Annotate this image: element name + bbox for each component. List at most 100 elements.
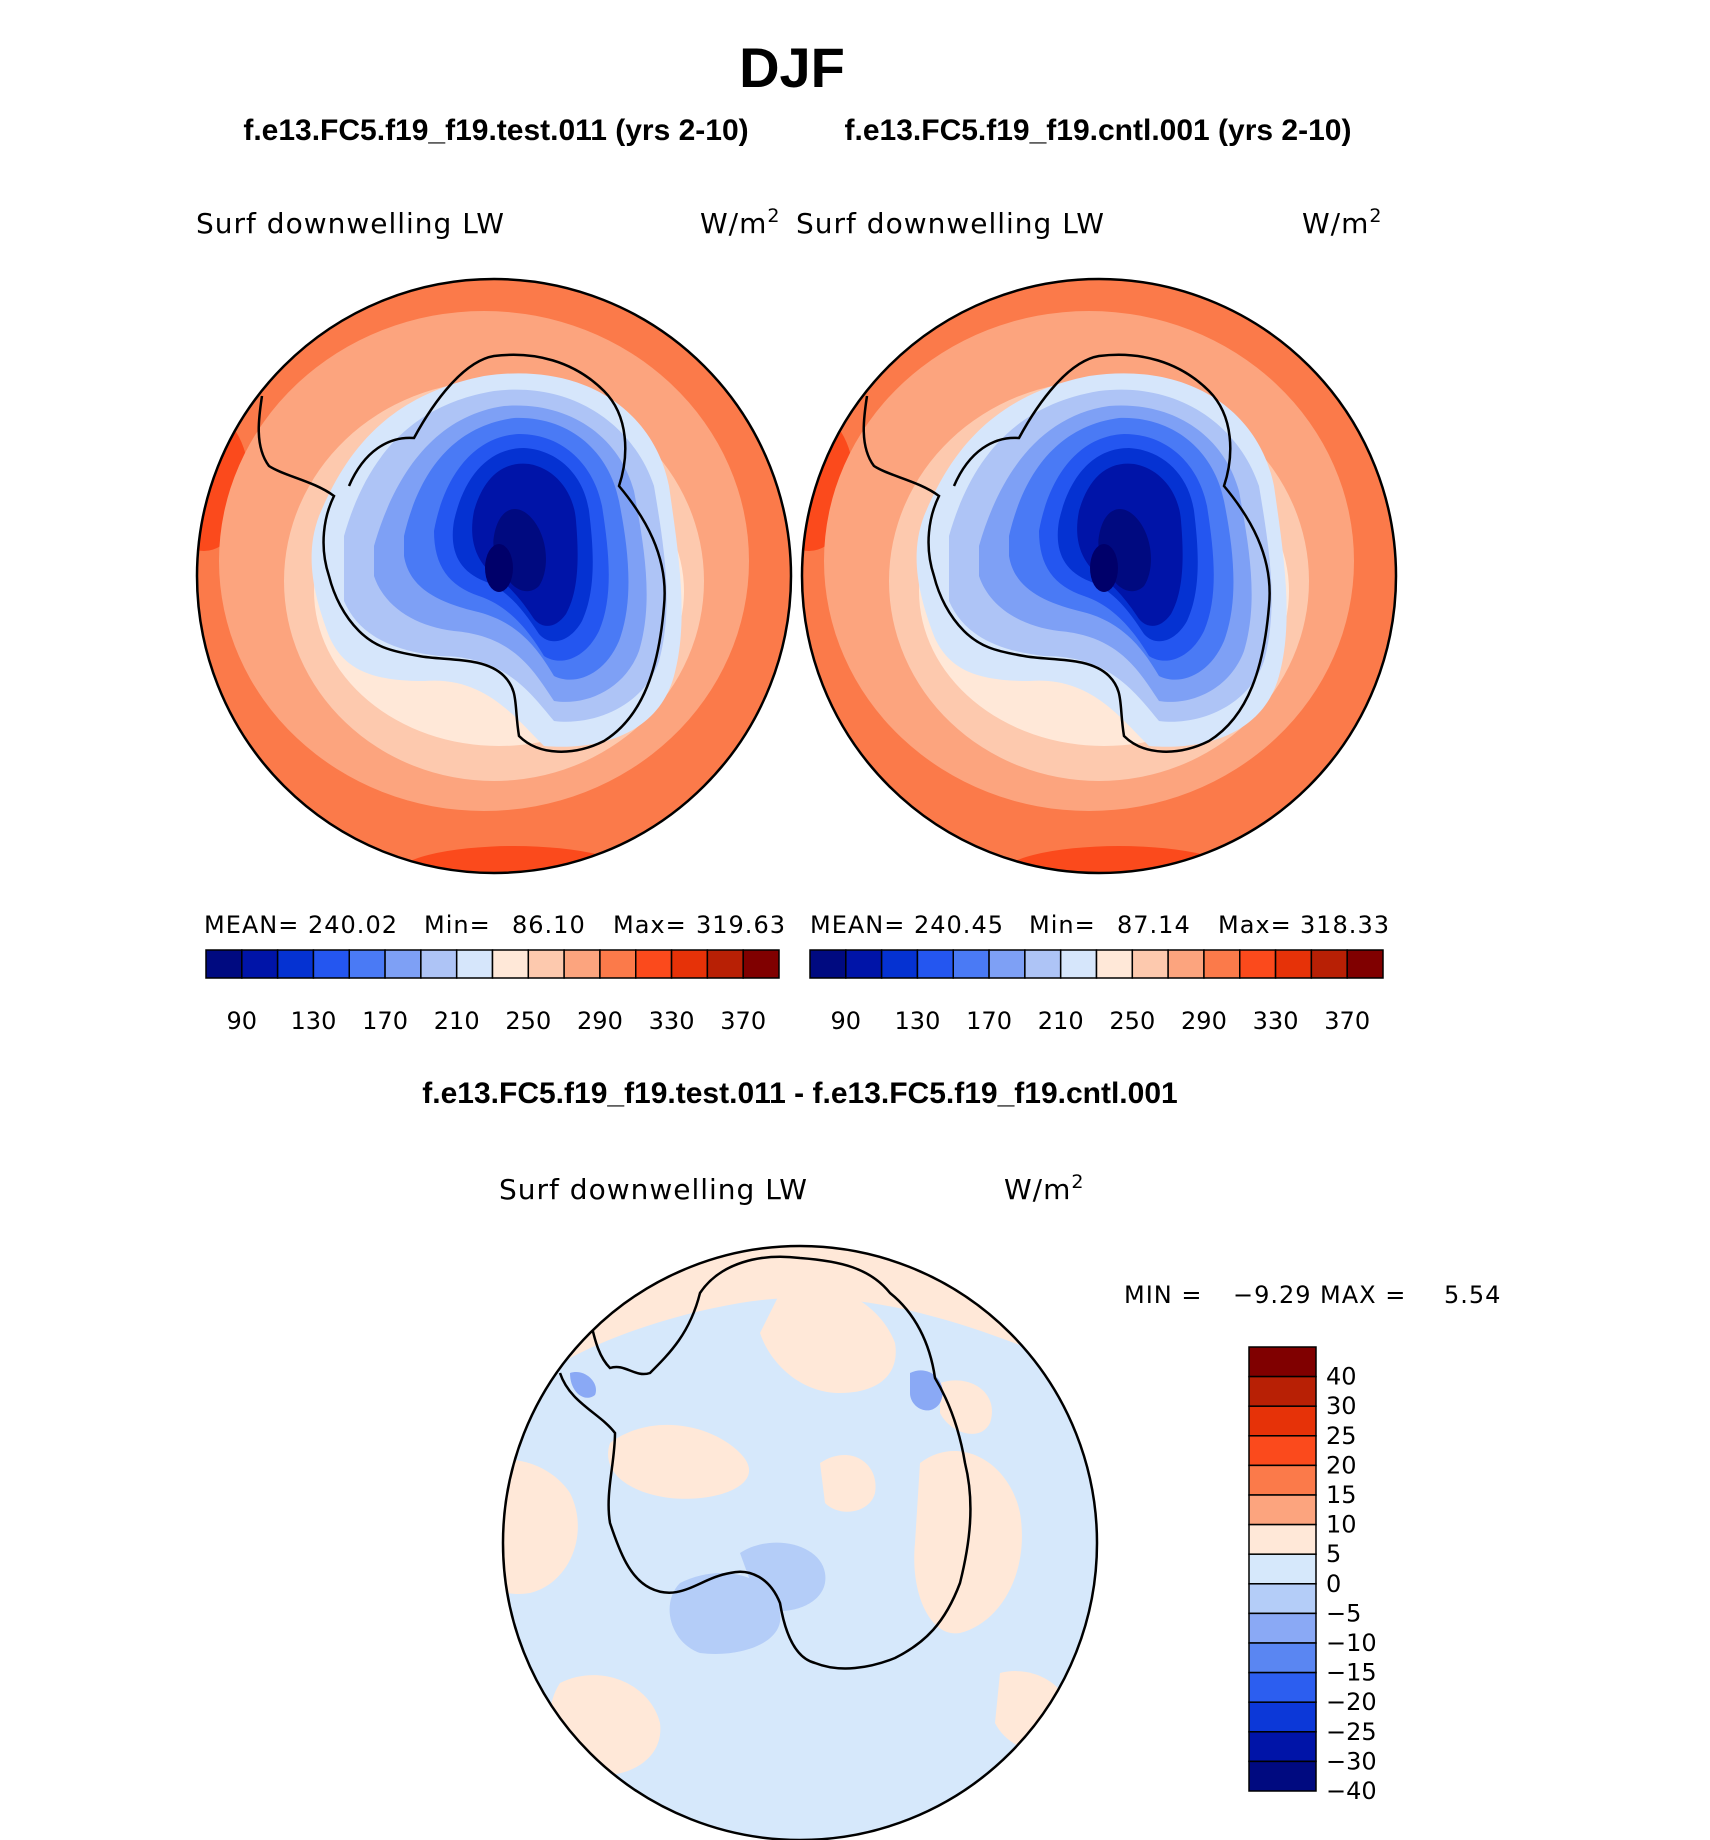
diff-colorbar-swatch-5 (1248, 1494, 1317, 1526)
control-colorbar-tick-label: 130 (895, 1007, 941, 1035)
control-colorbar-swatch-4 (952, 949, 990, 979)
control-mean-label: MEAN= (810, 911, 905, 939)
test-colorbar-swatch-1 (241, 949, 279, 979)
diff-colorbar-swatch-2 (1248, 1405, 1317, 1437)
difference-polar-map (501, 1244, 1099, 1840)
test-units-label: W/m2 (700, 205, 781, 240)
diff-colorbar-tick-label: −25 (1326, 1718, 1377, 1746)
test-colorbar-swatch-14 (706, 949, 744, 979)
diff-colorbar-tick-label: −5 (1326, 1599, 1361, 1627)
control-colorbar-swatch-14 (1310, 949, 1348, 979)
diff-colorbar-swatch-6 (1248, 1523, 1317, 1555)
test-colorbar-swatch-8 (491, 949, 530, 979)
diff-colorbar-tick-label: 0 (1326, 1570, 1341, 1598)
diff-colorbar-tick-label: −15 (1326, 1659, 1377, 1687)
test-stats: MEAN= 240.02 Min= 86.10 Max= 319.63 (204, 911, 786, 939)
test-colorbar-tick-label: 210 (434, 1007, 480, 1035)
control-max-value: 318.33 (1300, 911, 1390, 939)
diff-colorbar-tick-label: 5 (1326, 1540, 1341, 1568)
control-colorbar-swatch-7 (1059, 949, 1098, 979)
control-units-label: W/m2 (1302, 205, 1383, 240)
diff-units-label: W/m2 (1004, 1171, 1085, 1206)
test-mean-label: MEAN= (204, 911, 299, 939)
diff-variable-label: Surf downwelling LW (499, 1173, 808, 1206)
season-title: DJF (739, 36, 845, 99)
control-max-label: Max= (1218, 911, 1292, 939)
test-colorbar: 90 130 170 210 250 290 330 370 (205, 949, 780, 1035)
control-polar-map (800, 277, 1398, 875)
test-colorbar-tick-label: 90 (227, 1007, 258, 1035)
diff-max-value: 5.54 (1444, 1281, 1501, 1309)
diff-colorbar-tick-label: −10 (1326, 1629, 1377, 1657)
control-colorbar-swatch-3 (916, 949, 954, 979)
test-polar-map (195, 277, 793, 875)
diff-min-value: −9.29 (1233, 1281, 1312, 1309)
test-colorbar-swatch-12 (635, 949, 673, 979)
test-colorbar-tick-label: 370 (720, 1007, 766, 1035)
control-colorbar-tick-label: 210 (1038, 1007, 1084, 1035)
test-min-label: Min= (424, 911, 491, 939)
diff-colorbar-tick-label: −20 (1326, 1688, 1377, 1716)
control-stats: MEAN= 240.45 Min= 87.14 Max= 318.33 (810, 911, 1390, 939)
test-mean-value: 240.02 (308, 911, 398, 939)
diff-colorbar-swatch-8 (1248, 1583, 1317, 1615)
diff-colorbar-swatch-11 (1248, 1671, 1317, 1703)
test-colorbar-swatch-5 (384, 949, 422, 979)
diff-colorbar-swatch-1 (1248, 1375, 1317, 1407)
diff-colorbar-swatch-10 (1248, 1642, 1317, 1674)
test-max-value: 319.63 (696, 911, 786, 939)
test-colorbar-swatch-2 (276, 949, 315, 979)
test-colorbar-swatch-10 (563, 949, 601, 979)
diff-colorbar-tick-label: 40 (1326, 1363, 1357, 1391)
diff-colorbar-tick-label: 10 (1326, 1511, 1357, 1539)
test-colorbar-swatch-11 (599, 949, 637, 979)
control-colorbar-swatch-2 (880, 949, 919, 979)
test-colorbar-tick-label: 290 (577, 1007, 623, 1035)
control-colorbar-swatch-8 (1095, 949, 1134, 979)
control-colorbar-tick-label: 170 (966, 1007, 1012, 1035)
diff-colorbar-tick-label: 15 (1326, 1481, 1357, 1509)
diff-colorbar-tick-label: −40 (1326, 1777, 1377, 1805)
diff-colorbar-swatch-13 (1248, 1731, 1317, 1763)
control-colorbar-swatch-6 (1024, 949, 1062, 979)
control-colorbar-swatch-13 (1274, 949, 1313, 979)
diff-colorbar-tick-label: 25 (1326, 1422, 1357, 1450)
control-mean-value: 240.45 (914, 911, 1004, 939)
test-colorbar-swatch-4 (348, 949, 386, 979)
control-colorbar-tick-label: 370 (1324, 1007, 1370, 1035)
control-case-title: f.e13.FC5.f19_f19.cntl.001 (yrs 2-10) (845, 114, 1352, 147)
control-colorbar-swatch-0 (809, 949, 847, 979)
diff-colorbar-swatch-7 (1248, 1553, 1317, 1585)
diff-min-label: MIN = (1124, 1281, 1202, 1309)
diff-colorbar-swatch-14 (1248, 1760, 1317, 1792)
control-colorbar-swatch-15 (1346, 949, 1384, 979)
test-colorbar-tick-label: 250 (505, 1007, 551, 1035)
diff-colorbar-swatch-0 (1248, 1346, 1317, 1378)
control-colorbar-swatch-5 (988, 949, 1026, 979)
diff-colorbar-swatch-3 (1248, 1435, 1317, 1467)
test-colorbar-tick-label: 330 (649, 1007, 695, 1035)
test-colorbar-tick-label: 170 (362, 1007, 408, 1035)
control-colorbar-tick-label: 290 (1181, 1007, 1227, 1035)
test-colorbar-swatch-7 (455, 949, 494, 979)
test-min-value: 86.10 (512, 911, 586, 939)
control-min-label: Min= (1029, 911, 1096, 939)
test-colorbar-swatch-15 (742, 949, 780, 979)
control-min-value: 87.14 (1117, 911, 1191, 939)
test-colorbar-swatch-0 (205, 949, 243, 979)
difference-title: f.e13.FC5.f19_f19.test.011 - f.e13.FC5.f… (422, 1077, 1177, 1110)
control-colorbar-swatch-10 (1167, 949, 1205, 979)
test-case-title: f.e13.FC5.f19_f19.test.011 (yrs 2-10) (243, 114, 748, 147)
control-colorbar-tick-label: 90 (831, 1007, 862, 1035)
control-colorbar-swatch-11 (1203, 949, 1241, 979)
diff-stats: MIN = −9.29 MAX = 5.54 (1124, 1281, 1501, 1309)
test-colorbar-swatch-9 (527, 949, 565, 979)
diff-colorbar-tick-label: 30 (1326, 1392, 1357, 1420)
control-colorbar: 90 130 170 210 250 290 330 370 (809, 949, 1384, 1035)
diff-colorbar-swatch-9 (1248, 1612, 1317, 1644)
control-colorbar-tick-label: 250 (1109, 1007, 1155, 1035)
test-variable-label: Surf downwelling LW (196, 207, 505, 240)
diff-colorbar-tick-label: −30 (1326, 1747, 1377, 1775)
test-colorbar-swatch-6 (420, 949, 458, 979)
